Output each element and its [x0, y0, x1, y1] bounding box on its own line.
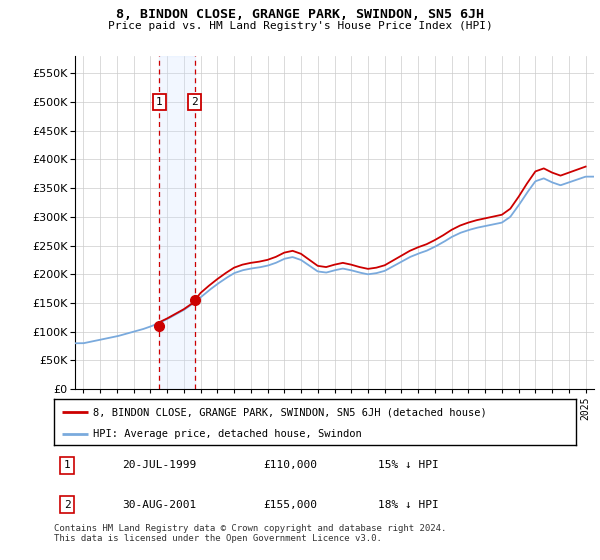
- Text: 8, BINDON CLOSE, GRANGE PARK, SWINDON, SN5 6JH: 8, BINDON CLOSE, GRANGE PARK, SWINDON, S…: [116, 8, 484, 21]
- Text: 1: 1: [156, 97, 163, 107]
- Text: 15% ↓ HPI: 15% ↓ HPI: [377, 460, 439, 470]
- Bar: [160, 56, 195, 389]
- Text: £155,000: £155,000: [263, 500, 317, 510]
- Text: Contains HM Land Registry data © Crown copyright and database right 2024.
This d: Contains HM Land Registry data © Crown c…: [54, 524, 446, 543]
- Text: 18% ↓ HPI: 18% ↓ HPI: [377, 500, 439, 510]
- Text: 8, BINDON CLOSE, GRANGE PARK, SWINDON, SN5 6JH (detached house): 8, BINDON CLOSE, GRANGE PARK, SWINDON, S…: [93, 407, 487, 417]
- Text: 2: 2: [64, 500, 70, 510]
- Text: Price paid vs. HM Land Registry's House Price Index (HPI): Price paid vs. HM Land Registry's House …: [107, 21, 493, 31]
- Text: 1: 1: [64, 460, 70, 470]
- Text: 30-AUG-2001: 30-AUG-2001: [122, 500, 196, 510]
- Text: HPI: Average price, detached house, Swindon: HPI: Average price, detached house, Swin…: [93, 429, 362, 438]
- Text: 2: 2: [191, 97, 198, 107]
- Text: £110,000: £110,000: [263, 460, 317, 470]
- Text: 20-JUL-1999: 20-JUL-1999: [122, 460, 196, 470]
